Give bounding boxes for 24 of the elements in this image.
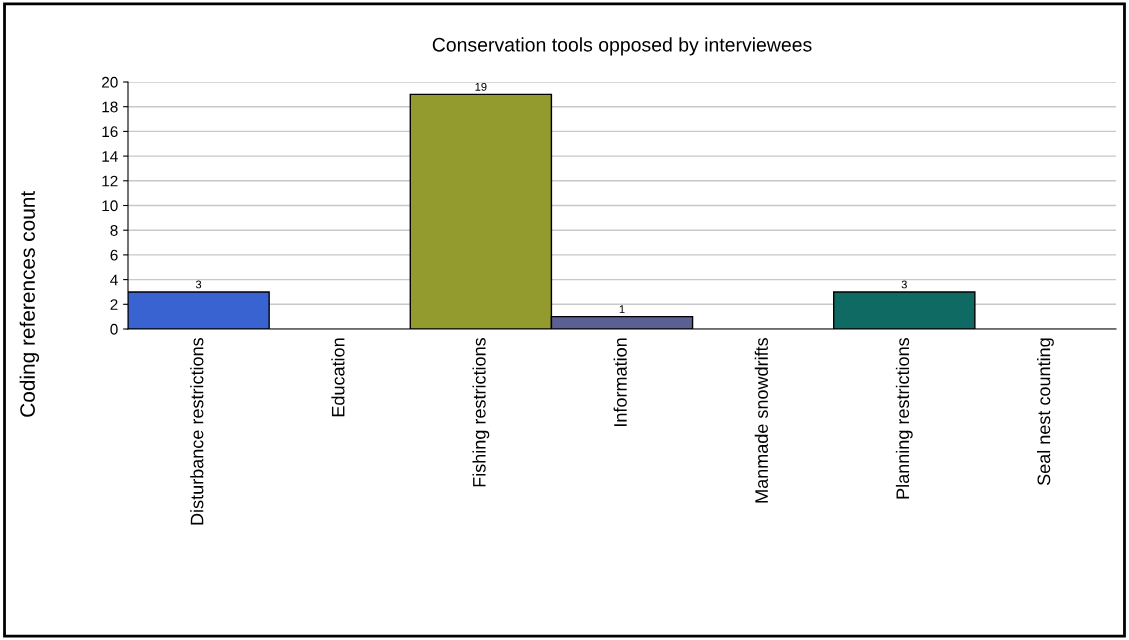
y-tick-label: 6 bbox=[110, 249, 118, 261]
x-tick-label: Education bbox=[331, 338, 345, 417]
y-tick-label: 18 bbox=[102, 101, 118, 113]
y-axis-title: Coding references count bbox=[19, 190, 40, 417]
x-tick-label: Manmade snowdrifts bbox=[754, 337, 768, 503]
x-tick-label: Fishing restrictions bbox=[472, 337, 490, 487]
y-tick-label: 8 bbox=[110, 225, 118, 236]
data-label: 19 bbox=[475, 82, 487, 91]
y-tick-label: 12 bbox=[102, 175, 118, 187]
y-tick-label: 10 bbox=[102, 200, 118, 212]
y-tick-label: 2 bbox=[110, 299, 118, 310]
y-tick-label: 14 bbox=[102, 151, 118, 162]
y-tick-label: 4 bbox=[110, 274, 118, 286]
y-tick-label: 20 bbox=[102, 76, 118, 88]
y-tick-label: 16 bbox=[102, 126, 118, 138]
data-label: 3 bbox=[195, 280, 202, 289]
x-tick-label: Disturbance restrictions bbox=[190, 337, 204, 525]
y-tick-label: 0 bbox=[110, 323, 118, 335]
x-tick-label: Planning restrictions bbox=[895, 337, 913, 499]
x-tick-label: Information bbox=[613, 338, 627, 426]
x-tick-label: Seal nest counting bbox=[1037, 338, 1054, 486]
chart-title: Conservation tools opposed by interviewees bbox=[432, 37, 812, 56]
data-label: 1 bbox=[619, 305, 625, 313]
data-label: 3 bbox=[901, 280, 907, 289]
